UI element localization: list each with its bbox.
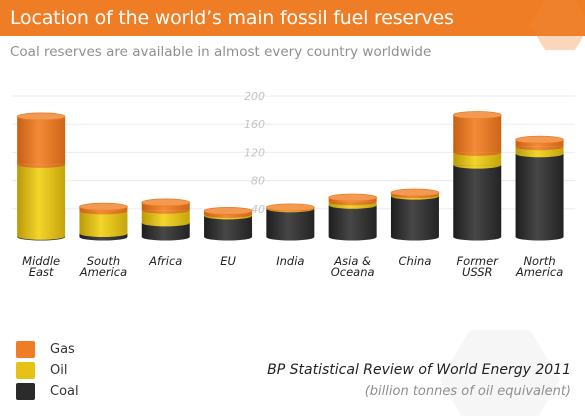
category-label-line: North xyxy=(523,254,555,268)
category-label-africa: Africa xyxy=(148,254,182,268)
category-label-line: EU xyxy=(220,254,236,268)
oil-bar-africa-base xyxy=(141,222,190,227)
coal-bar-eu-base xyxy=(204,237,253,241)
page-title: Location of the world’s main fossil fuel… xyxy=(10,7,454,29)
coal-bar-asia-oceana-base xyxy=(328,237,377,241)
bar-cap-north-america xyxy=(515,135,564,144)
oil-bar-north-america-base xyxy=(515,153,564,158)
legend-item-oil: Oil xyxy=(16,360,79,381)
oil-bar-middle-east xyxy=(17,164,66,237)
category-label-line: Asia & xyxy=(333,254,371,268)
y-tick-label-120: 120 xyxy=(244,146,265,159)
oil-bar-former-ussr-base xyxy=(453,165,502,169)
y-tick-label-200: 200 xyxy=(244,90,265,103)
source-text: BP Statistical Review of World Energy 20… xyxy=(267,362,571,378)
coal-bar-china-base xyxy=(390,237,439,241)
oil-bar-asia-oceana-base xyxy=(328,205,377,209)
bar-cap-middle-east xyxy=(16,112,66,121)
y-tick-label-160: 160 xyxy=(244,118,265,131)
bar-cap-south-america xyxy=(79,202,128,211)
category-label-line: India xyxy=(276,254,304,268)
coal-bar-india xyxy=(266,208,315,237)
coal-bar-former-ussr-base xyxy=(453,237,502,241)
oil-bar-south-america xyxy=(79,210,128,234)
gas-bar-middle-east-base xyxy=(17,164,66,168)
oil-bar-north-america xyxy=(515,146,564,154)
bar-cap-eu xyxy=(203,207,253,215)
y-tick-label-40: 40 xyxy=(251,203,265,216)
gas-bar-eu-base xyxy=(204,214,253,218)
chart-subtitle: Coal reserves are available in almost ev… xyxy=(10,44,432,60)
category-label-eu: EU xyxy=(220,254,236,268)
gas-bar-south-america-base xyxy=(79,210,128,215)
category-label-former-ussr: Former USSR xyxy=(457,254,500,279)
units-note: (billion tonnes of oil equivalent) xyxy=(364,384,571,399)
category-label-south-america: South America xyxy=(79,254,127,279)
legend-item-coal: Coal xyxy=(16,381,79,402)
legend-label-oil: Oil xyxy=(50,363,68,378)
gas-bar-middle-east xyxy=(17,116,66,165)
oil-bar-africa xyxy=(141,210,190,223)
category-label-line: South xyxy=(87,254,120,268)
gas-swatch xyxy=(16,341,35,358)
coal-bar-asia-oceana xyxy=(328,205,377,237)
bar-cap-china xyxy=(390,188,440,197)
gas-bar-asia-oceana-base xyxy=(328,201,377,206)
coal-bar-north-america xyxy=(515,153,564,237)
category-label-line: America xyxy=(515,265,563,279)
coal-swatch xyxy=(16,383,35,400)
bar-cap-asia-oceana xyxy=(328,193,378,202)
legend: Gas Oil Coal xyxy=(16,339,79,402)
category-label-middle-east: Middle East xyxy=(22,254,60,279)
oil-bar-former-ussr xyxy=(453,152,502,166)
coal-bar-south-america-base xyxy=(79,237,128,241)
hexagon-watermark xyxy=(440,330,560,416)
legend-label-coal: Coal xyxy=(50,384,79,399)
bar-cap-india xyxy=(265,203,315,212)
category-label-line: Middle xyxy=(22,254,60,268)
category-label-line: Africa xyxy=(148,254,182,268)
oil-bar-south-america-base xyxy=(79,233,128,237)
source-block: BP Statistical Review of World Energy 20… xyxy=(267,362,571,399)
gas-bar-former-ussr xyxy=(453,115,502,153)
coal-bar-north-america-base xyxy=(515,237,564,241)
gas-bar-north-america-base xyxy=(515,146,564,151)
category-label-line: Oceana xyxy=(331,265,375,279)
y-tick-label-80: 80 xyxy=(251,175,265,188)
coal-bar-china xyxy=(390,196,439,237)
oil-bar-middle-east-base xyxy=(17,236,66,240)
bar-cap-former-ussr xyxy=(452,111,502,119)
title-bar: Location of the world’s main fossil fuel… xyxy=(0,0,585,36)
category-label-line: USSR xyxy=(462,265,493,279)
coal-bar-africa-base xyxy=(141,237,190,241)
coal-bar-africa xyxy=(141,222,190,237)
category-label-line: America xyxy=(79,265,127,279)
category-label-asia-oceana: Asia & Oceana xyxy=(331,254,375,279)
category-label-line: East xyxy=(29,265,54,279)
hexagon-ornament xyxy=(530,0,585,50)
bar-cap-africa xyxy=(141,198,191,207)
coal-bar-india-base xyxy=(266,237,315,241)
coal-bar-eu xyxy=(204,215,253,237)
gas-bar-former-ussr-base xyxy=(453,152,502,156)
category-label-north-america: North America xyxy=(515,254,563,279)
gas-bar-africa-base xyxy=(141,210,190,214)
coal-bar-former-ussr xyxy=(453,165,502,237)
legend-item-gas: Gas xyxy=(16,339,79,360)
category-label-india: India xyxy=(276,254,304,268)
category-label-line: Former xyxy=(457,254,500,268)
category-label-china: China xyxy=(399,254,432,268)
oil-swatch xyxy=(16,362,35,379)
legend-label-gas: Gas xyxy=(50,342,75,357)
category-label-line: China xyxy=(399,254,432,268)
